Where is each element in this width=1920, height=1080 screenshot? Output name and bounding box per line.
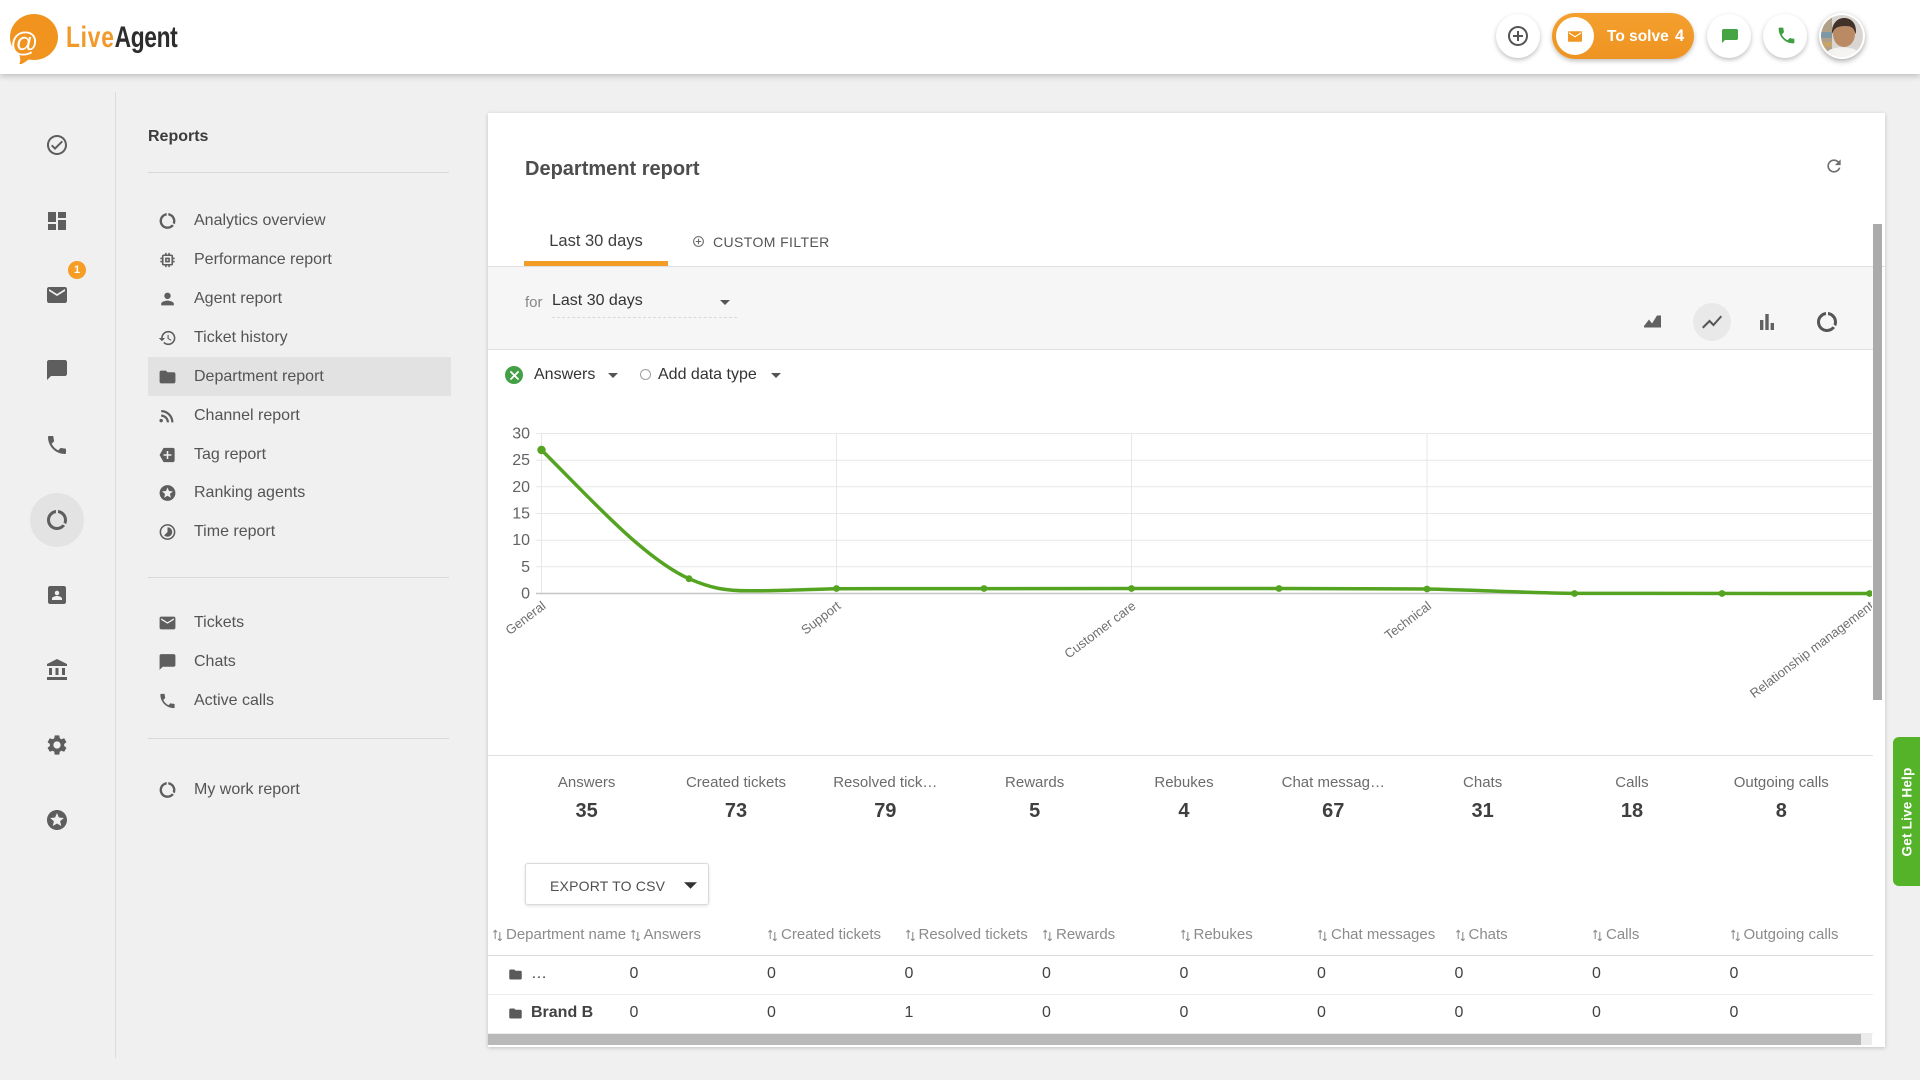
svg-text:20: 20	[512, 479, 530, 496]
svg-text:5: 5	[521, 559, 530, 576]
svg-text:Support: Support	[798, 598, 844, 638]
svg-text:Relationship management: Relationship management	[1747, 598, 1872, 701]
svg-text:15: 15	[512, 506, 530, 523]
svg-text:10: 10	[512, 532, 530, 549]
svg-text:Customer care: Customer care	[1061, 598, 1138, 661]
svg-text:25: 25	[512, 452, 530, 469]
svg-text:30: 30	[512, 426, 530, 443]
svg-text:General: General	[503, 598, 549, 638]
svg-text:Technical: Technical	[1382, 598, 1434, 643]
svg-text:0: 0	[521, 586, 530, 603]
svg-text:@: @	[10, 26, 38, 57]
